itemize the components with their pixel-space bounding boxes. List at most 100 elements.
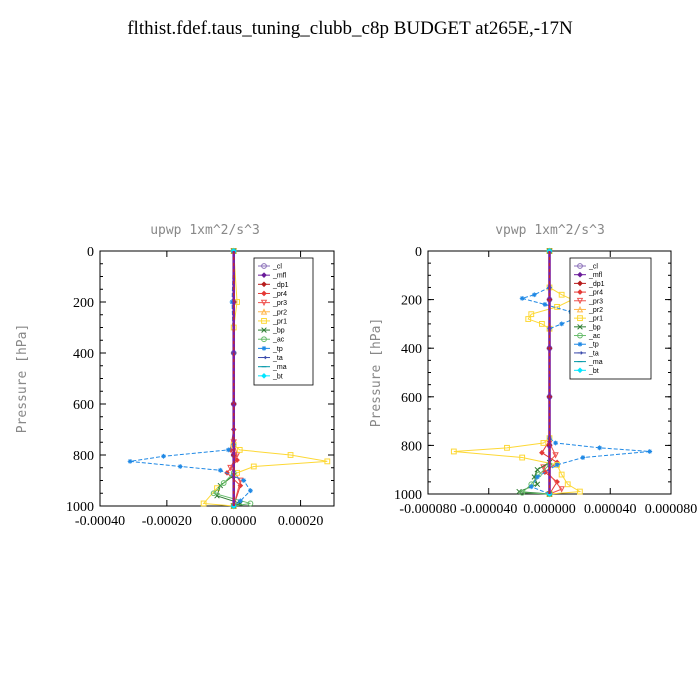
legend-marker <box>261 373 267 379</box>
legend-label: _ta <box>588 350 599 357</box>
legend-label: _ac <box>588 333 601 340</box>
legend-marker <box>260 299 268 307</box>
x-tick-label: 0.00020 <box>278 514 324 529</box>
data-point <box>597 445 603 451</box>
legend-marker <box>577 263 583 269</box>
data-point <box>534 481 541 488</box>
y-axis-label: Pressure [hPa] <box>15 324 30 434</box>
chart-panel-1: upwp 1xm^2/s^3 Pressure [hPa] 0 200 400 600 80… <box>15 223 335 529</box>
legend-item: _bp <box>258 327 285 335</box>
data-point <box>504 444 510 451</box>
data-point <box>250 463 257 470</box>
legend-label: _bt <box>588 368 599 375</box>
legend-item: _ma <box>258 364 287 371</box>
legend-marker <box>261 272 267 278</box>
legend-item: _ta <box>574 350 599 357</box>
data-point <box>539 321 545 327</box>
data-point <box>241 478 247 483</box>
legend-marker <box>261 318 267 324</box>
legend-item: _pr3 <box>258 299 287 307</box>
legend-label: _pr2 <box>588 307 603 314</box>
legend-item: _mfl <box>258 272 287 280</box>
series-line <box>453 251 582 495</box>
y-tick-label: 600 <box>73 398 94 413</box>
data-point <box>210 490 217 497</box>
legend-item: _ma <box>574 359 603 366</box>
legend-item: _pr3 <box>574 297 603 305</box>
legend-label: _bp <box>588 324 601 331</box>
y-tick-label: 0 <box>415 245 422 260</box>
x-tick-label: 0.000080 <box>645 502 698 517</box>
legend-label: _ta <box>272 355 283 362</box>
y-tick-label: 1000 <box>66 500 94 515</box>
data-point <box>519 489 526 496</box>
data-point <box>519 295 525 301</box>
data-point <box>229 299 235 305</box>
legend-item: _ac <box>258 336 285 344</box>
data-point <box>540 440 547 446</box>
y-tick-label: 600 <box>401 391 422 406</box>
data-point <box>553 440 558 446</box>
legend-item: _pr1 <box>258 318 287 325</box>
data-point <box>558 486 565 493</box>
legend-label: _ma <box>588 359 603 366</box>
data-point <box>576 488 583 495</box>
legend-label: _pr1 <box>272 318 287 325</box>
legend-label: _tp <box>272 346 283 353</box>
data-point <box>554 462 560 468</box>
legend-marker <box>577 324 583 330</box>
legend-label: _pr4 <box>588 290 603 297</box>
data-point <box>580 455 586 460</box>
legend-label: _pr3 <box>272 300 287 307</box>
data-point <box>525 316 532 322</box>
legend-marker <box>577 332 583 339</box>
legend-label: _dp1 <box>272 282 289 289</box>
y-tick-label: 200 <box>401 294 422 309</box>
data-point <box>647 449 653 454</box>
legend-label: _ma <box>272 364 287 371</box>
legend-marker <box>261 290 267 297</box>
legend-item: _pr1 <box>574 315 603 323</box>
legend-item: _cl <box>574 263 598 271</box>
legend-marker <box>261 281 267 288</box>
series-line <box>542 251 563 495</box>
data-point <box>450 448 457 455</box>
legend-item: _mfl <box>574 271 603 279</box>
x-tick-label: 0.000000 <box>523 502 576 517</box>
data-point <box>238 498 243 504</box>
data-point <box>200 500 207 507</box>
legend-item: _ta <box>258 355 283 362</box>
data-point <box>528 484 534 490</box>
data-point <box>564 481 571 488</box>
legend-marker <box>577 351 584 355</box>
legend-marker <box>577 315 583 322</box>
x-tick-label: -0.00020 <box>142 514 192 529</box>
data-point <box>528 311 535 318</box>
data-point <box>539 449 545 456</box>
x-tick-label: -0.000040 <box>460 502 517 517</box>
legend-label: _bp <box>272 328 285 335</box>
legend-marker <box>577 271 583 278</box>
legend-label: _mfl <box>272 273 287 280</box>
legend-label: _pr1 <box>588 316 603 323</box>
legend-label: _pr3 <box>588 298 603 305</box>
legend-marker <box>261 263 267 269</box>
legend-item: _pr2 <box>574 305 603 314</box>
legend-marker <box>576 297 584 305</box>
data-point <box>177 464 183 469</box>
legend-label: _cl <box>588 264 598 271</box>
y-axis-label: Pressure [hPa] <box>369 318 384 428</box>
legend-label: _mfl <box>588 272 603 279</box>
data-point <box>247 500 254 507</box>
data-point <box>236 447 243 453</box>
legend-item: _bp <box>574 324 601 331</box>
x-tick-label: 0.00000 <box>211 514 257 529</box>
legend-label: _dp1 <box>588 281 605 288</box>
x-tick-label: -0.000080 <box>399 502 456 517</box>
x-tick-label: 0.000040 <box>584 502 637 517</box>
legend-label: _ac <box>272 337 285 344</box>
legend-marker <box>577 280 583 287</box>
series-pr3 <box>227 248 244 510</box>
y-tick-label: 1000 <box>394 488 422 503</box>
legend-item: _bt <box>258 373 283 380</box>
